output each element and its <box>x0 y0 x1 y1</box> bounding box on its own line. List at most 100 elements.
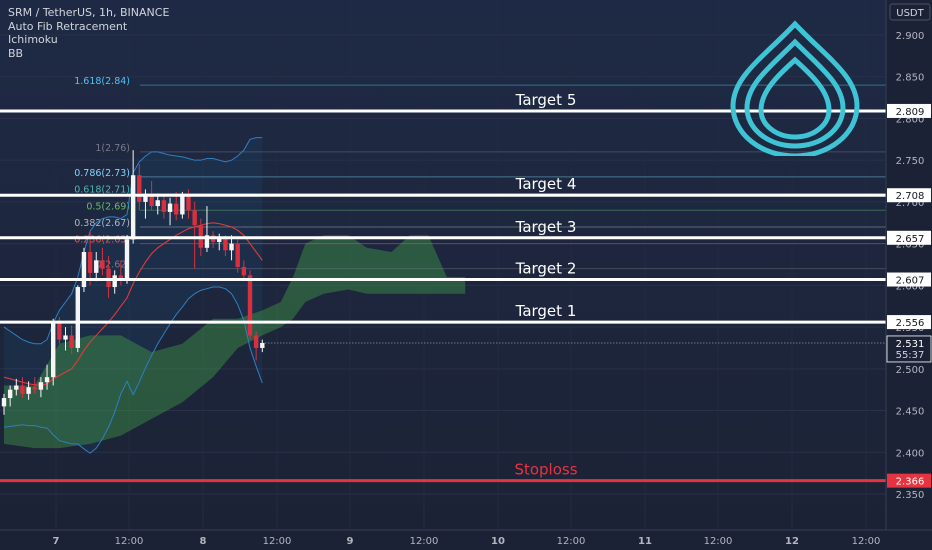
candle-body[interactable] <box>235 243 240 268</box>
fib-label[interactable]: 0.382(2.67) <box>74 218 130 229</box>
candle-body[interactable] <box>94 260 99 273</box>
candle-body[interactable] <box>260 342 265 348</box>
candle-body[interactable] <box>137 175 142 202</box>
candle-body[interactable] <box>57 322 62 340</box>
fib-label[interactable]: 1(2.76) <box>95 143 130 154</box>
candle-body[interactable] <box>51 322 56 378</box>
candle-body[interactable] <box>192 210 197 226</box>
candles-layer <box>1 150 265 415</box>
chart-legend: SRM / TetherUS, 1h, BINANCE Auto Fib Ret… <box>8 6 169 60</box>
time-tick-label: 10 <box>491 536 505 547</box>
time-tick-label: 12:00 <box>852 536 881 547</box>
level-label[interactable]: Stoploss <box>514 461 577 479</box>
price-tick-label: 2.650 <box>896 240 925 251</box>
current-price-tag[interactable] <box>886 335 932 363</box>
candle-body[interactable] <box>161 200 167 212</box>
level-label[interactable]: Target 2 <box>515 260 577 278</box>
candle-body[interactable] <box>223 238 228 251</box>
candle-body[interactable] <box>69 335 74 348</box>
candle-body[interactable] <box>217 238 222 242</box>
fib-label[interactable]: 0.618(2.71) <box>74 185 130 196</box>
fib-label[interactable]: 0.5(2.69) <box>86 201 130 212</box>
candle-body[interactable] <box>118 275 124 279</box>
level-price-tag[interactable] <box>887 473 931 488</box>
candle-body[interactable] <box>26 387 31 394</box>
candle-body[interactable] <box>174 203 179 215</box>
candle-body[interactable] <box>253 335 259 348</box>
bb-lower-line[interactable] <box>3 286 263 454</box>
indicator-ichimoku[interactable]: Ichimoku <box>8 33 58 46</box>
level-price-tag-text: 2.809 <box>896 107 925 118</box>
candle-body[interactable] <box>155 200 160 207</box>
level-price-tag-text: 2.556 <box>896 318 925 329</box>
candle-body[interactable] <box>100 260 105 269</box>
time-tick-label: 8 <box>200 536 207 547</box>
price-tick-label: 2.450 <box>896 407 925 418</box>
fib-layer: 1.618(2.84) 1(2.76) 0.786(2.73) 0.618(2.71)… <box>74 76 886 271</box>
fib-label[interactable]: 0.786(2.73) <box>74 168 130 179</box>
currency-badge[interactable] <box>889 3 931 21</box>
candle-body[interactable] <box>204 235 210 248</box>
level-price-tag-text: 2.607 <box>896 276 925 287</box>
candle-body[interactable] <box>44 377 50 383</box>
candle-body[interactable] <box>143 195 148 202</box>
level-price-tag[interactable] <box>887 103 931 118</box>
candle-body[interactable] <box>112 275 117 288</box>
candle-body[interactable] <box>130 175 136 240</box>
symbol-title[interactable]: SRM / TetherUS, 1h, BINANCE <box>8 6 170 19</box>
candle-body[interactable] <box>75 287 80 348</box>
indicator-fib[interactable]: Auto Fib Retracement <box>8 19 128 33</box>
grid-layer <box>0 0 886 530</box>
level-price-tag[interactable] <box>887 230 931 245</box>
time-tick-label: 12:00 <box>557 536 586 547</box>
price-tick-label: 2.400 <box>896 448 925 459</box>
candle-body[interactable] <box>241 267 247 276</box>
candle-body[interactable] <box>32 387 37 390</box>
level-price-tag[interactable] <box>887 272 931 287</box>
candle-body[interactable] <box>20 385 25 394</box>
level-price-tag[interactable] <box>887 188 931 203</box>
candle-body[interactable] <box>167 203 173 212</box>
candle-body[interactable] <box>81 251 87 288</box>
candle-body[interactable] <box>149 195 154 207</box>
level-label[interactable]: Target 1 <box>515 302 577 320</box>
candle-body[interactable] <box>38 382 44 390</box>
time-tick-label: 7 <box>53 536 60 547</box>
time-axis-bg <box>0 530 932 550</box>
currency-label: USDT <box>896 8 924 19</box>
candle-body[interactable] <box>180 195 185 215</box>
level-label[interactable]: Target 5 <box>515 91 577 109</box>
time-axis: 7 12:00 8 12:00 9 12:00 10 12:00 11 12:00 12 12:00 <box>0 529 932 550</box>
candle-body[interactable] <box>63 335 68 340</box>
candle-body[interactable] <box>1 398 7 407</box>
level-price-tag-text: 2.708 <box>896 191 925 202</box>
level-label[interactable]: Target 4 <box>515 175 577 193</box>
candle-body[interactable] <box>7 389 13 399</box>
candle-body[interactable] <box>87 251 93 273</box>
fib-label[interactable]: 1.618(2.84) <box>74 76 130 87</box>
price-tick-label: 2.750 <box>896 156 925 167</box>
candle-body[interactable] <box>247 275 253 336</box>
price-tick-label: 2.500 <box>896 365 925 376</box>
time-tick-label: 12:00 <box>410 536 439 547</box>
price-tick-label: 2.850 <box>896 73 925 84</box>
level-label[interactable]: Target 3 <box>515 218 577 236</box>
candle-body[interactable] <box>106 268 111 288</box>
fib-label[interactable]: 0(2.62) <box>95 260 130 271</box>
candle-body[interactable] <box>124 239 130 279</box>
candle-body[interactable] <box>229 243 234 251</box>
candle-body[interactable] <box>14 385 19 390</box>
level-price-tag[interactable] <box>887 315 931 330</box>
serum-logo <box>730 20 860 156</box>
indicator-bb[interactable]: BB <box>8 46 24 60</box>
ichimoku-cloud <box>4 235 466 449</box>
time-tick-label: 12 <box>785 536 799 547</box>
time-tick-label: 12:00 <box>704 536 733 547</box>
candle-body[interactable] <box>186 195 191 211</box>
price-axis: USDT2.9002.8502.8002.7502.7002.6502.6002… <box>885 0 932 550</box>
fib-label[interactable]: 0.236(2.65) <box>74 235 130 246</box>
time-tick-label: 11 <box>638 536 652 547</box>
